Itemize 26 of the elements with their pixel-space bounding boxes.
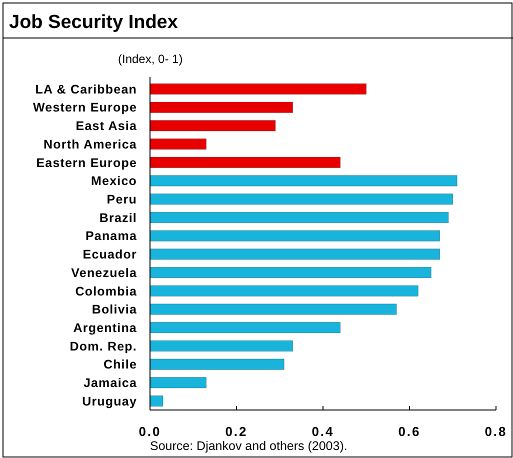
y-tick-label: LA & Caribbean [35, 82, 137, 96]
x-tick-label: 0.2 [225, 424, 248, 439]
y-tick-label: Colombia [75, 284, 138, 298]
y-tick-label: Eastern Europe [36, 156, 137, 170]
y-tick-label: Bolivia [92, 302, 138, 317]
y-tick-label: Ecuador [82, 248, 137, 262]
y-tick-label: Jamaica [83, 376, 138, 390]
y-tick-label: Peru [106, 192, 137, 206]
y-tick-label: Argentina [73, 320, 138, 335]
x-tick-label: 0.6 [398, 424, 421, 439]
y-tick-label: Western Europe [32, 100, 137, 115]
y-tick-label: Venezuela [71, 266, 138, 280]
y-tick-label: East Asia [76, 119, 138, 134]
chart-title: Job Security Index [9, 12, 178, 33]
x-tick-label: 0.4 [312, 424, 334, 439]
x-tick-label: 0.0 [138, 424, 162, 439]
y-tick-label: North America [44, 137, 138, 152]
y-tick-label: Chile [103, 358, 137, 372]
x-tick-label: 0.8 [484, 424, 508, 439]
y-tick-label: Mexico [91, 174, 137, 188]
y-tick-label: Uruguay [82, 394, 137, 408]
y-tick-label: Brazil [99, 210, 137, 225]
y-tick-label: Panama [85, 229, 138, 244]
source-note: Source: Djankov and others (2003). [150, 439, 348, 453]
y-tick-label: Dom. Rep. [70, 339, 137, 354]
chart-subtitle: (Index, 0- 1) [118, 52, 183, 66]
